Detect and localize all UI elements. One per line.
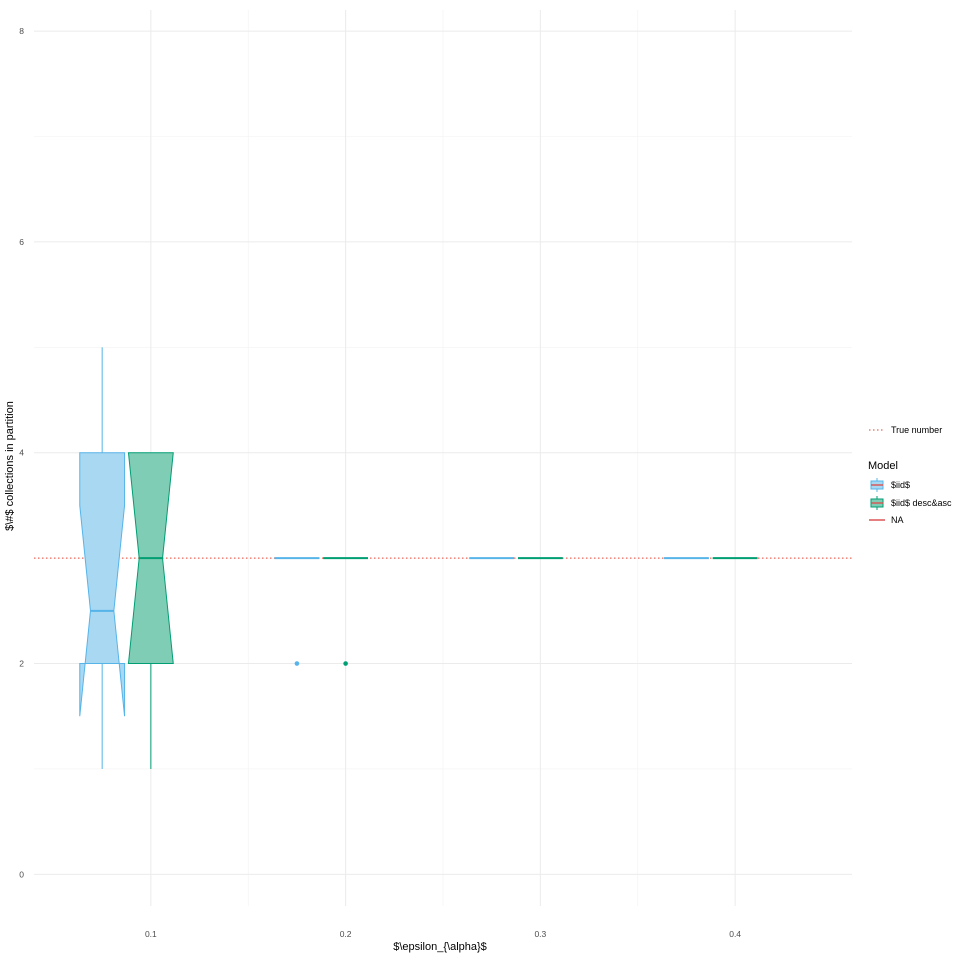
y-tick-label: 8 [19,26,24,36]
outlier-point [294,661,300,666]
legend-key-iid [870,478,884,492]
y-tick-label: 0 [19,869,24,879]
x-axis-title: $\epsilon_{\alpha}$ [393,941,487,953]
boxes-layer [79,347,758,769]
legend-label-na: NA [891,515,904,525]
tick-labels: 0 2 4 6 8 0.1 0.2 0.3 0.4 [19,26,741,939]
box [79,452,126,717]
y-axis-title: $\#$ collections in partition [4,401,16,531]
x-tick-label: 0.1 [145,929,157,939]
x-tick-label: 0.2 [340,929,352,939]
legend-label-iid: $iid$ [891,480,910,490]
legend: True number Model $iid$ $iid$ desc&asc N… [868,425,952,525]
legend-label-iid-desc-asc: $iid$ desc&asc [891,498,952,508]
x-tick-label: 0.4 [729,929,741,939]
legend-true-number-label: True number [891,425,942,435]
legend-key-iid-desc-asc [870,496,884,510]
outlier-point [343,661,348,666]
x-tick-label: 0.3 [534,929,546,939]
y-tick-label: 4 [19,448,24,458]
y-tick-label: 6 [19,237,24,247]
y-tick-label: 2 [19,659,24,669]
legend-title: Model [868,460,898,472]
